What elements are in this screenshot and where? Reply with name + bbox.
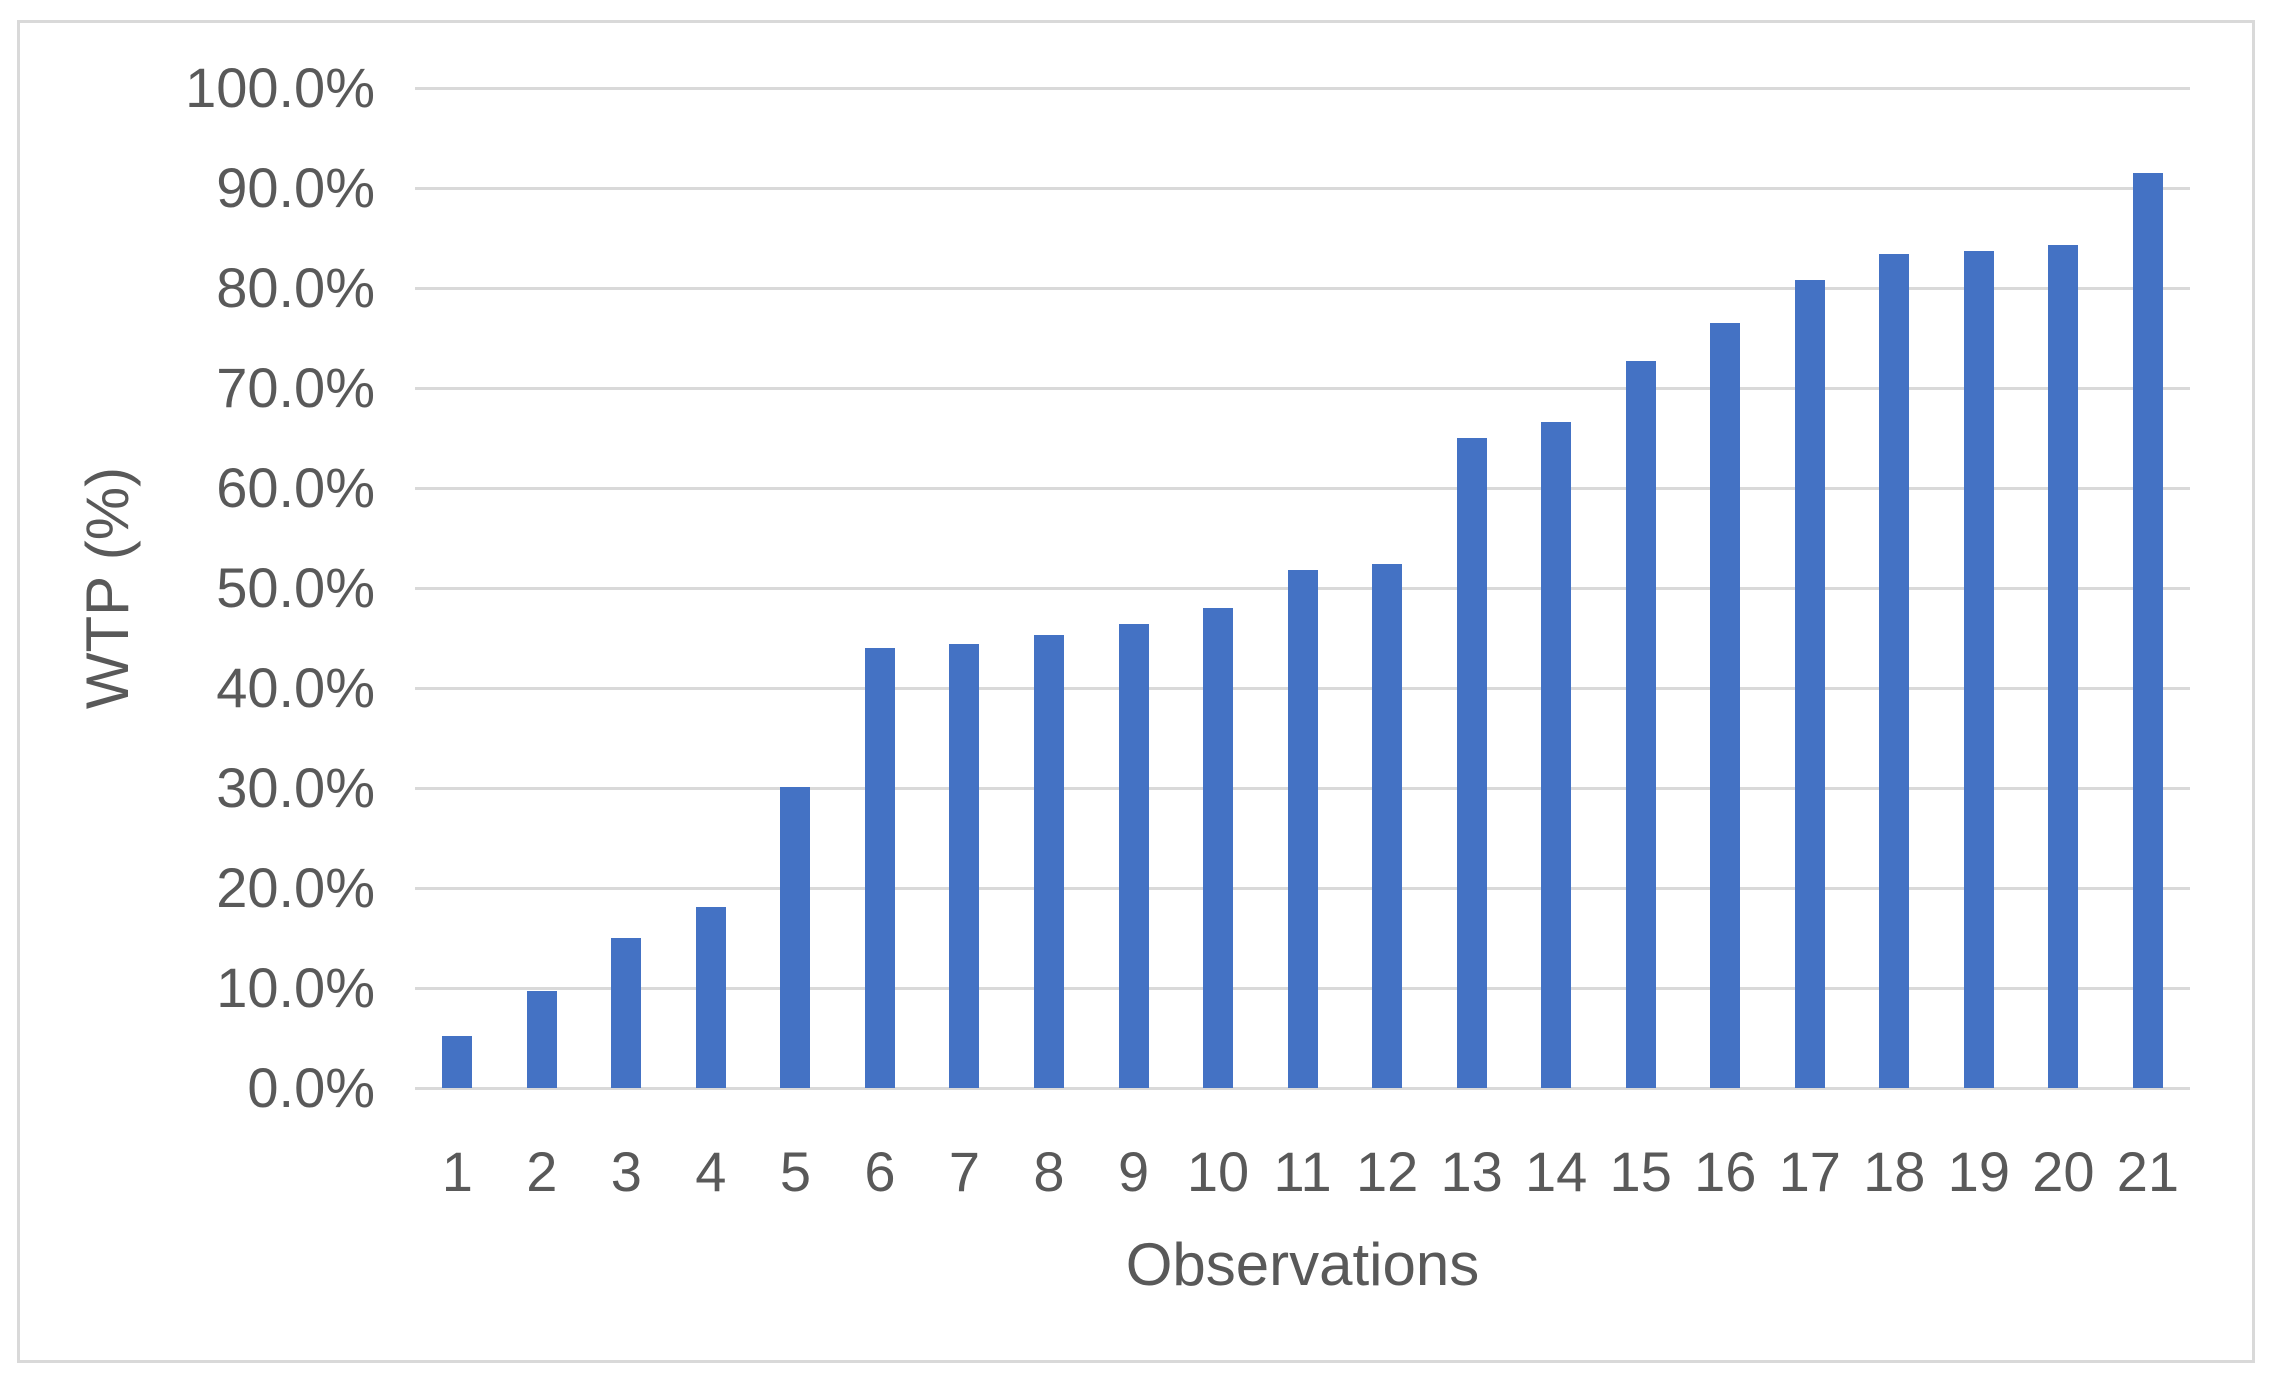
y-axis-tick-label: 10.0% (216, 956, 375, 1019)
bar-slot (1007, 88, 1092, 1088)
bar-observation-11 (1287, 570, 1318, 1088)
x-axis-tick-label: 20 (2032, 1140, 2095, 1203)
x-axis-title: Observations (1125, 1231, 1480, 1298)
plot-area (415, 88, 2190, 1088)
bar-slot (584, 88, 669, 1088)
bar-slot (500, 88, 585, 1088)
x-axis-tick-label: 14 (1525, 1140, 1588, 1203)
x-axis-tick-label: 15 (1609, 1140, 1672, 1203)
bar-slot (1937, 88, 2022, 1088)
bar-slot (1768, 88, 1853, 1088)
bar-slot (1345, 88, 1430, 1088)
x-axis-tick-label: 12 (1355, 1140, 1419, 1203)
bar-slot (1429, 88, 1514, 1088)
bar-observation-17 (1794, 280, 1825, 1088)
x-axis-tick-label: 3 (610, 1140, 642, 1203)
bar-slot (753, 88, 838, 1088)
y-axis-tick-label: 50.0% (216, 556, 375, 619)
bar-observation-4 (695, 907, 726, 1088)
bar-slot (1683, 88, 1768, 1088)
bar-observation-10 (1203, 608, 1234, 1088)
bar-observation-15 (1625, 361, 1656, 1088)
x-axis-tick-label: 5 (779, 1140, 811, 1203)
bar-observation-20 (2048, 245, 2079, 1088)
y-axis-tick-label: 30.0% (216, 756, 375, 819)
bar-observation-5 (780, 787, 811, 1088)
y-axis-title: WTP (%) (74, 466, 141, 710)
x-axis-tick-label: 10 (1186, 1140, 1250, 1203)
bar-observation-1 (442, 1036, 473, 1088)
y-axis-tick-label: 100.0% (185, 56, 375, 119)
bar-slot (415, 88, 500, 1088)
y-axis-tick-label: 80.0% (216, 256, 375, 319)
x-axis-tick-label: 2 (526, 1140, 558, 1203)
bar-observation-7 (949, 644, 980, 1088)
bar-observation-13 (1456, 438, 1487, 1088)
bar-observation-14 (1541, 422, 1572, 1088)
bar-observation-2 (526, 991, 557, 1088)
y-axis-tick-label: 0.0% (247, 1056, 375, 1119)
y-axis-tick-label: 70.0% (216, 356, 375, 419)
bar-observation-18 (1879, 254, 1910, 1088)
x-axis-tick-label: 17 (1778, 1140, 1841, 1203)
gridline (415, 287, 2190, 290)
x-axis-tick-label: 11 (1273, 1140, 1332, 1203)
x-axis-tick-label: 6 (864, 1140, 896, 1203)
bar-observation-6 (864, 648, 895, 1088)
bar-slot (669, 88, 754, 1088)
bar-observation-3 (611, 938, 642, 1088)
bar-observation-12 (1372, 564, 1403, 1088)
bar-slot (1598, 88, 1683, 1088)
y-axis-tick-label: 20.0% (216, 856, 375, 919)
gridline (415, 1087, 2190, 1090)
gridline (415, 487, 2190, 490)
x-axis-tick-label: 9 (1117, 1140, 1150, 1203)
bar-observation-8 (1033, 635, 1064, 1088)
bar-slot (2106, 88, 2191, 1088)
x-axis-tick-label: 16 (1694, 1140, 1757, 1203)
bar-observation-19 (1963, 251, 1994, 1088)
x-axis-tick-labels: 1 2 3 4 5 6 7 8 9 10 11 12 13 14 15 16 17 18 19 20 21 (415, 1139, 2190, 1205)
gridline (415, 387, 2190, 390)
y-axis-tick-label: 40.0% (216, 656, 375, 719)
bar-slot (1514, 88, 1599, 1088)
bar-observation-16 (1710, 323, 1741, 1088)
bar-slot (1091, 88, 1176, 1088)
x-axis-tick-label: 1 (441, 1140, 473, 1203)
bar-slot (1852, 88, 1937, 1088)
bar-slot (922, 88, 1007, 1088)
y-axis-tick-label: 90.0% (216, 156, 375, 219)
x-axis-tick-label: 18 (1863, 1140, 1926, 1203)
bar-observation-9 (1118, 624, 1149, 1088)
gridline (415, 187, 2190, 190)
bar-slot (2021, 88, 2106, 1088)
x-axis-tick-label: 19 (1947, 1140, 2010, 1203)
bar-slot (838, 88, 923, 1088)
bar-observation-21 (2132, 173, 2163, 1088)
x-axis-tick-label: 21 (2116, 1140, 2180, 1203)
bar-slot (1176, 88, 1261, 1088)
x-axis-tick-label: 7 (948, 1140, 981, 1203)
x-axis-tick-label: 4 (695, 1140, 727, 1203)
x-axis-tick-label: 13 (1440, 1140, 1503, 1203)
gridline (415, 87, 2190, 90)
x-axis-tick-label: 8 (1033, 1140, 1065, 1203)
bar-slot (1260, 88, 1345, 1088)
y-axis-tick-label: 60.0% (216, 456, 375, 519)
